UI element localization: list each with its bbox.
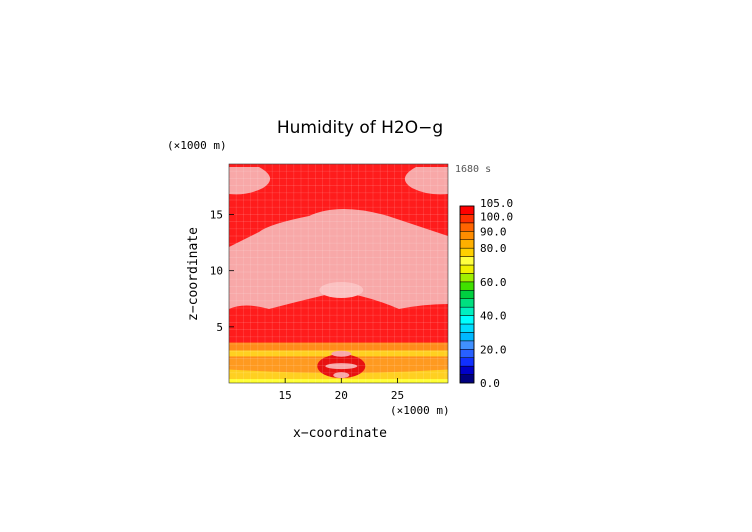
colorbar-segment (459, 315, 475, 325)
colorbar-segment (459, 264, 475, 274)
colorbar-segment (459, 256, 475, 266)
colorbar-segment (459, 222, 475, 232)
y-axis-label: z−coordinate (186, 227, 201, 321)
colorbar-segment (459, 349, 475, 358)
mesh-lines (229, 164, 448, 383)
colorbar-label: 105.0 (480, 197, 513, 210)
colorbar-segment (459, 340, 475, 350)
field-cell-top (331, 350, 352, 357)
x-tick-label: 15 (279, 389, 292, 402)
colorbar-segment (459, 374, 475, 384)
time-label: 1680 s (455, 164, 491, 175)
colorbar-segment (459, 298, 475, 308)
colorbar-segment (459, 247, 475, 257)
colorbar-label: 100.0 (480, 210, 513, 223)
colorbar-segment (459, 214, 475, 224)
y-tick-label: 5 (216, 321, 223, 334)
y-tick-label: 15 (210, 209, 223, 222)
colorbar-segment (459, 239, 475, 249)
colorbar-label: 40.0 (480, 310, 507, 323)
axes: 15 20 25 5 10 15 (210, 163, 449, 402)
field-ground-bright (229, 379, 448, 383)
colorbar-segment (459, 290, 475, 299)
colorbar-segment (459, 273, 475, 283)
colorbar-label: 20.0 (480, 343, 507, 356)
x-axis-label: x−coordinate (293, 426, 387, 441)
field-blob-top-right (404, 167, 448, 195)
field-cell-mid (325, 363, 358, 370)
y-tick-label: 10 (210, 265, 223, 278)
colorbar-segment (459, 323, 475, 333)
field-supersaturated-band (229, 209, 448, 309)
colorbar-label: 80.0 (480, 242, 507, 255)
y-unit-label: (×1000 m) (167, 139, 227, 152)
colorbar-label: 60.0 (480, 276, 507, 289)
plot-frame (228, 163, 449, 384)
colorbar-segment (459, 332, 475, 342)
colorbar-frame (459, 205, 475, 384)
field-bump (319, 282, 364, 298)
x-tick-label: 20 (335, 389, 348, 402)
colorbar-label: 0.0 (480, 377, 500, 390)
colorbar-label: 90.0 (480, 225, 507, 238)
x-tick-label: 25 (391, 389, 404, 402)
chart-title: Humidity of H2O−g (277, 118, 443, 138)
colorbar-segment (459, 365, 475, 375)
field-cell-base (333, 372, 350, 379)
colorbar-segment (459, 205, 475, 215)
plot-area (229, 164, 448, 383)
colorbar-segment (459, 281, 475, 291)
colorbar-segment (459, 231, 475, 240)
colorbar-segment (459, 306, 475, 316)
colorbar-segment (459, 357, 475, 367)
x-unit-label: (×1000 m) (390, 404, 450, 417)
field-layers (229, 164, 448, 383)
field-blob-top-left (229, 167, 271, 195)
